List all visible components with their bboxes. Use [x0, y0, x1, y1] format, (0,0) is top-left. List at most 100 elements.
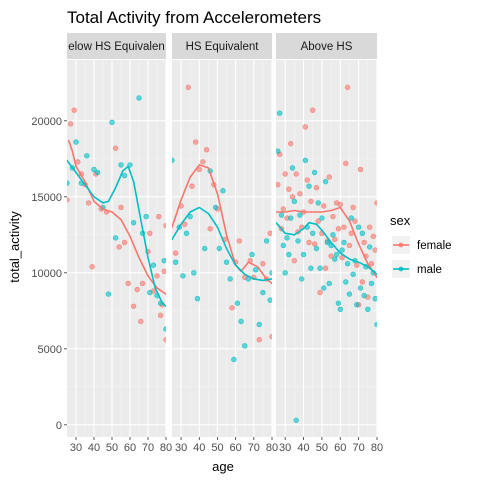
data-point-female [157, 312, 164, 319]
data-point-female [357, 166, 364, 173]
data-point-female [156, 213, 162, 220]
data-point-female [85, 200, 92, 206]
data-point-female [67, 197, 70, 203]
smooth-line-female [172, 164, 272, 285]
data-point-female [326, 174, 332, 180]
data-point-female [185, 84, 192, 91]
x-tick-label: 50 [106, 442, 118, 454]
data-point-female [260, 261, 266, 267]
data-point-male [191, 270, 197, 276]
data-point-female [350, 204, 356, 211]
data-point-male [183, 230, 190, 236]
data-point-male [194, 295, 201, 302]
data-point-female [297, 191, 303, 197]
data-point-male [357, 285, 364, 291]
data-point-female [189, 183, 195, 189]
data-point-male [315, 200, 321, 206]
data-point-male [332, 256, 338, 262]
data-point-male [297, 212, 303, 218]
facet-strip-label: elow HS Equivalen [68, 41, 165, 53]
data-point-male [286, 251, 292, 258]
data-point-female [269, 333, 272, 340]
data-point-male [202, 245, 208, 252]
chart-title: Total Activity from Accelerometers [67, 8, 321, 27]
legend-key-point [398, 266, 404, 272]
data-point-male [321, 285, 327, 291]
data-point-male [366, 244, 373, 250]
data-point-male [344, 261, 351, 267]
data-point-male [276, 148, 281, 154]
data-point-male [330, 232, 336, 238]
data-point-male [172, 259, 179, 265]
data-point-male [335, 300, 342, 306]
y-axis: 0 5000 10000 15000 20000 [31, 116, 67, 432]
data-point-male [267, 297, 272, 303]
data-point-female [280, 206, 287, 212]
data-point-male [112, 235, 119, 241]
data-point-female [163, 337, 166, 343]
data-point-male [172, 157, 175, 164]
data-point-female [293, 171, 299, 177]
smooth-line-female [276, 206, 377, 279]
data-point-female [121, 239, 128, 246]
data-point-female [335, 226, 342, 232]
data-point-female [125, 280, 131, 287]
data-point-male [252, 267, 259, 273]
data-point-female [207, 226, 213, 232]
data-point-male [147, 289, 153, 296]
data-point-male [84, 153, 90, 159]
x-tick-label: 60 [124, 442, 136, 454]
data-point-male [359, 230, 366, 236]
data-point-female [154, 273, 160, 279]
data-point-female [354, 262, 360, 268]
data-point-male [280, 242, 287, 249]
data-point-female [302, 124, 309, 130]
data-point-male [73, 139, 79, 145]
panel-content [172, 84, 272, 363]
x-tick-label: 70 [142, 442, 154, 454]
data-point-female [289, 194, 296, 200]
data-point-male [326, 280, 332, 287]
data-point-female [374, 200, 377, 206]
data-point-male [302, 157, 309, 164]
y-axis-title: total_activity [7, 211, 22, 283]
smooth-line-male [276, 221, 377, 276]
x-tick-label: 40 [193, 442, 205, 454]
data-point-female [236, 238, 242, 244]
data-point-male [313, 245, 320, 252]
data-point-male [276, 110, 283, 116]
data-point-female [306, 239, 312, 246]
data-point-male [118, 162, 124, 168]
y-tick-label: 20000 [31, 116, 62, 128]
data-point-male [282, 270, 288, 276]
data-point-male [150, 262, 157, 268]
data-point-male [249, 251, 255, 258]
data-point-male [180, 273, 186, 279]
data-point-female [311, 241, 318, 247]
panel-background [276, 60, 377, 437]
data-point-male [300, 251, 307, 258]
data-point-male [130, 219, 137, 226]
x-tick-label: 60 [230, 442, 242, 454]
data-point-female [337, 201, 343, 208]
data-point-male [311, 169, 318, 176]
y-tick-label: 15000 [31, 192, 62, 204]
data-point-male [121, 172, 128, 179]
data-point-male [289, 165, 296, 171]
data-point-female [89, 264, 95, 270]
data-point-female [203, 146, 210, 153]
data-point-male [231, 356, 237, 363]
data-point-female [71, 107, 77, 113]
data-point-female [344, 84, 351, 91]
x-tick-label: 70 [248, 442, 260, 454]
data-point-male [337, 306, 343, 313]
panel-background [172, 60, 272, 437]
data-point-female [313, 184, 320, 191]
x-axis-title: age [212, 459, 234, 474]
data-point-female [147, 230, 153, 236]
data-point-male [361, 292, 367, 299]
data-point-female [229, 305, 235, 311]
data-point-female [368, 261, 375, 267]
